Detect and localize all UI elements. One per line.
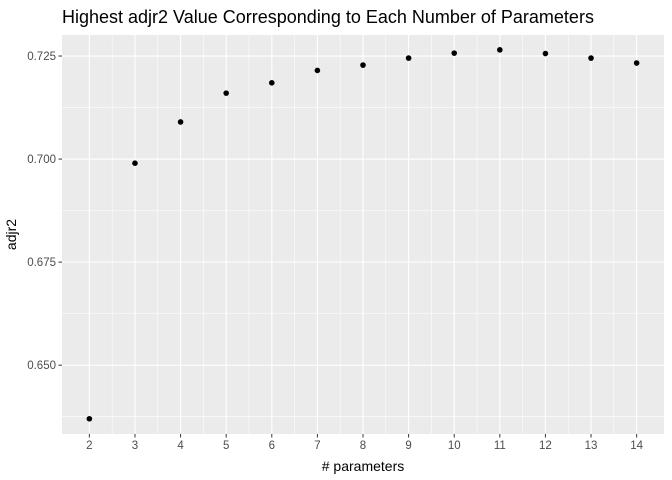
- data-point: [405, 55, 412, 61]
- data-point: [268, 80, 275, 86]
- data-point: [223, 90, 229, 96]
- x-tick-label: 7: [314, 440, 320, 452]
- x-tick-label: 12: [539, 440, 552, 452]
- y-tick-label: 0.675: [27, 257, 56, 269]
- data-point: [314, 67, 321, 74]
- data-point: [86, 415, 93, 422]
- data-point: [497, 47, 503, 53]
- data-point: [633, 60, 640, 66]
- x-tick-label: 6: [269, 440, 275, 452]
- chart-title: Highest adjr2 Value Corresponding to Eac…: [62, 7, 594, 27]
- x-tick-label: 11: [494, 440, 506, 452]
- major-gridlines: [62, 35, 664, 434]
- x-tick-label: 8: [360, 440, 366, 452]
- y-tick-label: 0.650: [27, 360, 56, 372]
- x-tick-label: 9: [405, 440, 411, 452]
- y-axis-ticks: 0.650 0.675 0.700 0.725: [27, 51, 62, 372]
- data-point: [177, 119, 184, 125]
- x-tick-label: 2: [86, 440, 92, 452]
- x-tick-label: 3: [132, 440, 138, 452]
- data-point: [451, 50, 458, 56]
- y-axis-title: adjr2: [3, 219, 19, 250]
- y-tick-label: 0.700: [27, 154, 56, 166]
- data-points: [86, 47, 640, 422]
- data-point: [132, 160, 138, 166]
- x-tick-label: 13: [585, 440, 598, 452]
- data-point: [542, 50, 549, 57]
- x-tick-label: 4: [177, 440, 184, 452]
- x-tick-label: 10: [448, 440, 461, 452]
- x-tick-label: 14: [630, 440, 643, 452]
- x-tick-label: 5: [223, 440, 229, 452]
- data-point: [360, 62, 366, 68]
- x-axis-title: # parameters: [322, 458, 404, 474]
- y-tick-label: 0.725: [27, 51, 56, 63]
- data-point: [588, 55, 594, 61]
- x-axis-ticks: 2 3 4 5 6 7 8 9 10 11 12 13 14: [86, 434, 644, 452]
